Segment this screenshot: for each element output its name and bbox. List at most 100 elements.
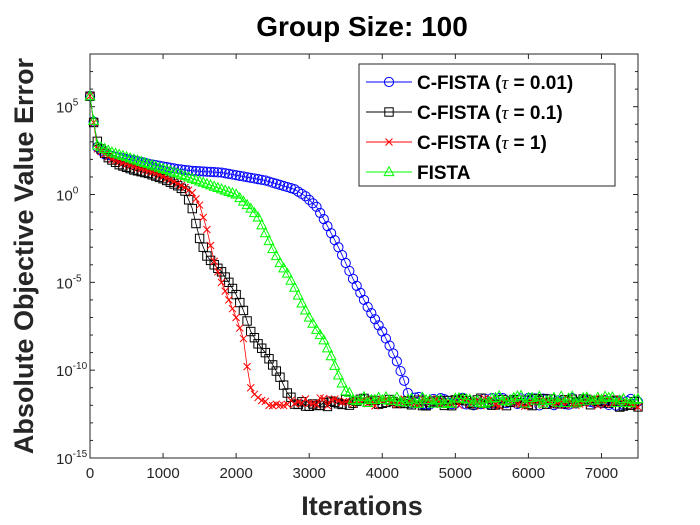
data-point [86,92,94,101]
data-point [399,375,410,386]
data-point [373,320,384,331]
data-point [438,397,451,409]
data-point [358,390,370,402]
data-point [267,360,278,370]
data-point [245,202,257,213]
data-point [435,393,447,404]
data-point [402,393,414,404]
data-point [478,397,491,408]
data-point [369,314,381,325]
data-point [256,174,267,185]
data-point [238,305,249,316]
data-point [220,168,231,179]
data-point [343,386,356,397]
data-point [234,170,245,181]
data-point [230,188,242,199]
data-point [223,168,234,179]
data-point [192,195,200,203]
data-point [581,391,593,402]
data-point [265,401,273,410]
data-point [519,397,531,408]
data-point [246,326,256,337]
data-point [256,219,268,230]
data-point [299,304,312,315]
y-tick-label: 10-5 [56,273,82,292]
data-point [132,166,143,176]
data-point [191,218,201,229]
data-point [530,394,542,405]
data-point [177,181,186,190]
data-point [614,394,626,405]
data-point [224,296,233,304]
data-point [391,391,403,402]
data-point [314,328,326,340]
data-point [570,397,582,408]
data-point [274,256,286,268]
data-point [210,257,219,266]
data-point [292,289,304,300]
data-point [551,396,564,407]
data-point [307,317,319,328]
data-point [312,401,321,409]
data-point [170,177,178,186]
data-point [311,201,322,212]
data-point [209,167,220,178]
data-point [242,316,252,326]
data-point [181,183,189,192]
data-point [325,349,337,361]
legend-box [358,63,616,187]
data-point [214,267,222,276]
data-point [136,166,146,177]
data-point [606,390,619,402]
data-point [173,179,182,188]
data-point [184,186,193,194]
data-point [188,188,197,197]
data-point [387,394,399,405]
data-point [238,171,249,182]
data-point [234,191,246,203]
data-point [288,281,301,292]
data-point [475,396,487,408]
data-point [246,383,255,392]
data-point [289,184,300,195]
data-point [362,396,374,408]
y-tick-label: 10-15 [56,449,88,468]
data-point [376,393,388,405]
data-point [245,172,256,183]
data-point [199,213,208,222]
data-point [227,169,238,180]
data-point [577,391,589,403]
y-axis-ticks: 105 100 10-5 10-10 10-15 [56,53,638,468]
data-point [544,393,556,404]
data-point [303,311,315,322]
legend-entry: FISTA [417,163,471,184]
data-point [205,166,216,178]
data-point [118,161,128,171]
data-point [431,394,443,405]
data-point [310,323,323,334]
data-point [187,165,198,176]
data-point [566,390,578,401]
data-point [203,225,211,234]
data-point [296,188,307,200]
data-point [260,347,271,358]
data-point [140,167,150,178]
data-point [235,324,244,332]
data-point [252,211,264,222]
data-point [405,392,418,403]
data-point [241,198,253,210]
x-tick-label: 7000 [585,465,618,482]
data-point [332,369,345,380]
data-point [228,304,237,313]
data-point [296,297,308,308]
x-tick-label: 0 [86,465,94,482]
data-point [366,307,377,319]
data-point [201,166,213,177]
data-point [198,166,209,177]
data-point [270,249,282,261]
legend-entry: C-FISTA (τ = 0.1) [417,103,563,124]
data-point [319,394,328,403]
data-point [88,114,100,125]
x-tick-label: 5000 [439,465,472,482]
